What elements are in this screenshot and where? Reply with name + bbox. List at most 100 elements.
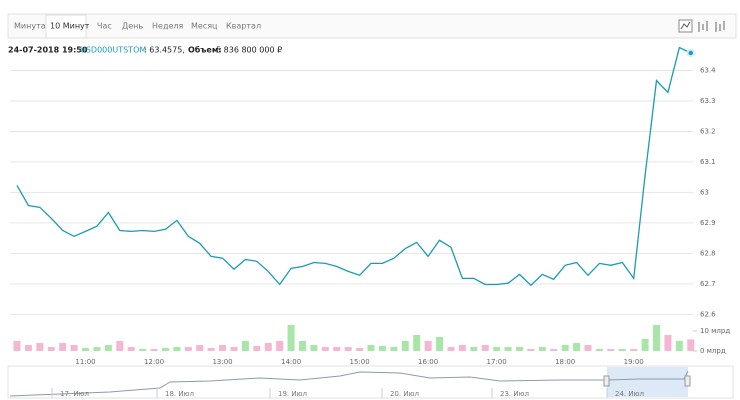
volume-bar xyxy=(595,349,603,351)
volume-bar xyxy=(70,345,78,351)
y-tick-label: 62.9 xyxy=(700,219,716,227)
volume-bar xyxy=(630,349,638,351)
tab[interactable]: Час xyxy=(97,22,112,31)
tab[interactable]: Месяц xyxy=(191,22,218,31)
info-ticker: USD000UTSTOM xyxy=(80,46,146,55)
volume-bar xyxy=(24,345,32,351)
volume-bar xyxy=(219,345,227,351)
volume-bar xyxy=(230,347,238,351)
volume-bar xyxy=(356,348,364,351)
y-tick-label: 63.4 xyxy=(700,66,716,74)
x-tick-label: 17:00 xyxy=(487,358,507,366)
y-tick-label: 63 xyxy=(700,188,709,196)
volume-bar xyxy=(93,347,101,351)
x-tick-label: 16:00 xyxy=(418,358,438,366)
volume-bar xyxy=(276,341,284,351)
volume-bar xyxy=(447,347,455,351)
volume-bar xyxy=(687,339,695,351)
last-point xyxy=(686,48,695,58)
navigator-selection[interactable] xyxy=(607,367,688,397)
volume-bar xyxy=(161,348,169,351)
volume-bar xyxy=(127,347,135,351)
volume-bar xyxy=(173,347,181,351)
info-date: 24-07-2018 19:50 xyxy=(8,46,88,55)
volume-bar xyxy=(424,341,432,351)
volume-bar xyxy=(493,347,501,351)
x-tick-label: 15:00 xyxy=(350,358,370,366)
volume-bar xyxy=(401,341,409,351)
toolbar xyxy=(7,13,737,39)
volume-bar xyxy=(104,345,112,351)
tab-selected-bg xyxy=(45,14,87,39)
volume-bar xyxy=(390,347,398,351)
volume-bar xyxy=(196,345,204,351)
info-volume: 5 836 800 000 ₽ xyxy=(216,46,282,55)
volume-bar xyxy=(607,349,615,351)
volume-bar xyxy=(264,343,272,351)
navigator-handle[interactable] xyxy=(603,375,610,387)
volume-bar xyxy=(13,341,21,351)
volume-bar xyxy=(150,349,158,351)
volume-tick-label: 10 млрд xyxy=(700,327,730,335)
x-tick-label: 11:00 xyxy=(75,358,95,366)
volume-bar xyxy=(207,348,215,351)
volume-bar xyxy=(253,346,261,351)
volume-bar xyxy=(573,343,581,351)
line-mode-glyph xyxy=(680,21,691,30)
volume-bar xyxy=(675,341,683,351)
tab[interactable]: Минута xyxy=(14,22,46,31)
volume-bar xyxy=(321,347,329,351)
navigator-label: 17. Июл xyxy=(60,390,89,398)
volume-bar xyxy=(47,347,55,351)
volume-bar xyxy=(504,347,512,351)
x-tick-label: 19:00 xyxy=(624,358,644,366)
x-tick-label: 12:00 xyxy=(144,358,164,366)
volume-bar xyxy=(333,347,341,351)
info-volume-label: Объем: xyxy=(188,45,222,55)
volume-bar xyxy=(653,325,661,351)
tab[interactable]: День xyxy=(122,22,143,31)
volume-bar xyxy=(344,347,352,351)
bar-mode-icon[interactable] xyxy=(715,21,725,32)
volume-bar xyxy=(550,349,558,351)
volume-bar xyxy=(287,325,295,351)
tab[interactable]: Неделя xyxy=(152,22,184,31)
volume-bar xyxy=(82,348,90,351)
x-tick-label: 18:00 xyxy=(555,358,575,366)
volume-bar xyxy=(367,345,375,351)
volume-bar xyxy=(641,339,649,351)
tab[interactable]: Квартал xyxy=(226,22,261,31)
volume-bar xyxy=(515,347,523,351)
navigator-label: 18. Июл xyxy=(165,390,194,398)
candle-mode-icon[interactable] xyxy=(698,21,708,32)
volume-bar xyxy=(458,345,466,351)
x-tick-label: 13:00 xyxy=(212,358,232,366)
volume-bar xyxy=(184,347,192,351)
y-tick-label: 62.8 xyxy=(700,249,716,257)
navigator-label: 24. Июл xyxy=(615,390,644,398)
volume-bar xyxy=(618,349,626,351)
price-line xyxy=(16,46,692,287)
navigator-handle[interactable] xyxy=(684,375,691,387)
navigator-label: 20. Июл xyxy=(390,390,419,398)
volume-bar xyxy=(561,345,569,351)
volume-bar xyxy=(139,349,147,351)
y-tick-label: 63.1 xyxy=(700,158,716,166)
volume-bar xyxy=(664,335,672,351)
navigator-label: 23. Июл xyxy=(500,390,529,398)
volume-bar xyxy=(470,347,478,351)
volume-bar xyxy=(241,341,249,351)
volume-bar xyxy=(36,343,44,351)
volume-bar xyxy=(538,347,546,351)
tab[interactable]: 10 Минут xyxy=(50,22,90,31)
volume-tick-label: 0 млрд xyxy=(700,347,726,355)
volume-bar xyxy=(436,337,444,351)
volume-bar xyxy=(584,345,592,351)
volume-bar xyxy=(481,345,489,351)
volume-bar xyxy=(116,341,124,351)
volume-bar xyxy=(310,345,318,351)
y-tick-label: 63.3 xyxy=(700,97,716,105)
volume-bar xyxy=(527,349,535,351)
